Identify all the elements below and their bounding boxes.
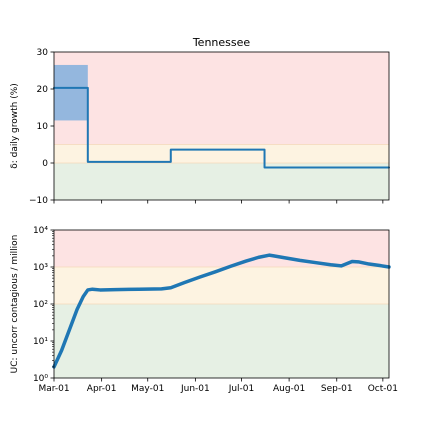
- growth-zones: [54, 52, 389, 200]
- growth-x-ticks: [53, 200, 384, 204]
- x-tick-label: Aug-01: [273, 384, 305, 394]
- y-tick-label: 10³: [33, 263, 48, 273]
- growth-y-ticks: −10 0 10 20 30: [29, 48, 54, 206]
- zone-0: [54, 230, 389, 267]
- x-tick-label: Mar-01: [38, 384, 69, 394]
- y-tick-label: 0: [42, 159, 48, 169]
- zone-1: [54, 144, 389, 163]
- x-tick-label: Jul-01: [228, 384, 255, 394]
- y-tick-label: 30: [37, 48, 49, 58]
- contagious-x-ticks: Mar-01 Apr-01 May-01 Jun-01 Jul-01 Aug-01 Sep-…: [38, 378, 398, 394]
- series-line-0: [53, 86, 390, 169]
- zone-2: [54, 304, 389, 378]
- y-tick-label: −10: [29, 196, 48, 206]
- contagious-panel: 10⁰ 10¹ 10² 10³ 10⁴ Mar-01 Apr-01 May-01 Jun-01…: [10, 226, 398, 394]
- y-tick-label: 10: [37, 122, 49, 132]
- uncertainty-band-rect: [54, 64, 88, 121]
- x-tick-label: May-01: [131, 384, 164, 394]
- y-tick-label: 10²: [33, 300, 48, 310]
- chart-title: Tennessee: [192, 36, 251, 49]
- y-tick-label: 20: [37, 85, 49, 95]
- contagious-y-ticks: 10⁰ 10¹ 10² 10³ 10⁴: [33, 226, 54, 384]
- growth-series: [53, 86, 390, 169]
- zone-2: [54, 163, 389, 200]
- y-tick-label: 10⁴: [33, 226, 48, 236]
- zone-1: [54, 267, 389, 304]
- x-tick-label: Oct-01: [368, 384, 398, 394]
- series-line-0: [52, 253, 391, 369]
- growth-panel: −10 0 10 20 30 Tennessee δ: daily growth (%): [10, 36, 390, 206]
- contagious-zones: [54, 230, 389, 378]
- contagious-series: [52, 253, 391, 369]
- growth-uncertainty-band: [54, 64, 88, 121]
- x-tick-label: Sep-01: [321, 384, 353, 394]
- x-tick-label: Apr-01: [87, 384, 117, 394]
- y-tick-label: 10¹: [33, 337, 48, 347]
- x-tick-label: Jun-01: [180, 384, 210, 394]
- growth-y-axis-label: δ: daily growth (%): [10, 83, 20, 169]
- zone-0: [54, 52, 389, 145]
- contagious-y-axis-label: UC: uncorr contagious / million: [10, 235, 20, 374]
- y-tick-label: 10⁰: [33, 374, 48, 384]
